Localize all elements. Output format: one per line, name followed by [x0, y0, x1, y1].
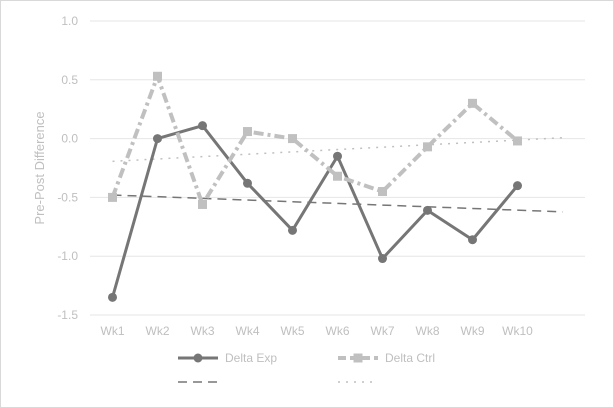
x-tick-label: Wk10 [502, 324, 533, 338]
y-tick-label: -1.0 [57, 249, 78, 263]
legend-marker [193, 353, 203, 363]
data-point [153, 134, 162, 144]
data-point [468, 235, 477, 245]
data-point [333, 171, 342, 181]
data-point [108, 292, 117, 302]
x-tick-label: Wk2 [146, 324, 170, 338]
y-tick-label: -1.5 [57, 308, 78, 322]
data-point [468, 98, 477, 108]
data-point [108, 192, 117, 202]
legend: Delta Exp Delta Ctrl [178, 351, 435, 383]
y-tick-label: 1.0 [61, 14, 78, 28]
trendline [112, 194, 563, 213]
data-point [378, 187, 387, 197]
x-tick-label: Wk3 [191, 324, 215, 338]
y-tick-label: 0.5 [61, 73, 78, 87]
legend-label: Delta Ctrl [385, 351, 435, 365]
x-tick-label: Wk7 [371, 324, 395, 338]
data-point [198, 121, 207, 131]
y-axis-title: Pre-Post Difference [32, 111, 47, 224]
data-point [423, 142, 432, 152]
data-point [513, 181, 522, 191]
data-point [423, 205, 432, 215]
x-tick-label: Wk9 [461, 324, 485, 338]
data-point [243, 127, 252, 137]
x-tick-label: Wk1 [101, 324, 125, 338]
data-point [378, 254, 387, 264]
data-point [288, 225, 297, 235]
legend-marker [353, 353, 363, 363]
x-tick-label: Wk8 [416, 324, 440, 338]
x-tick-label: Wk4 [236, 324, 260, 338]
trendline [112, 136, 563, 163]
y-tick-label: -0.5 [57, 190, 78, 204]
data-point [288, 134, 297, 144]
x-tick-label: Wk5 [281, 324, 305, 338]
data-point [153, 71, 162, 81]
y-tick-label: 0.0 [61, 132, 78, 146]
data-point [243, 178, 252, 188]
series-line [110, 74, 519, 207]
series-line [111, 124, 519, 298]
x-tick-label: Wk6 [326, 324, 350, 338]
legend-label: Delta Exp [225, 351, 277, 365]
data-point [198, 199, 207, 209]
data-point [513, 136, 522, 146]
data-point [333, 151, 342, 161]
